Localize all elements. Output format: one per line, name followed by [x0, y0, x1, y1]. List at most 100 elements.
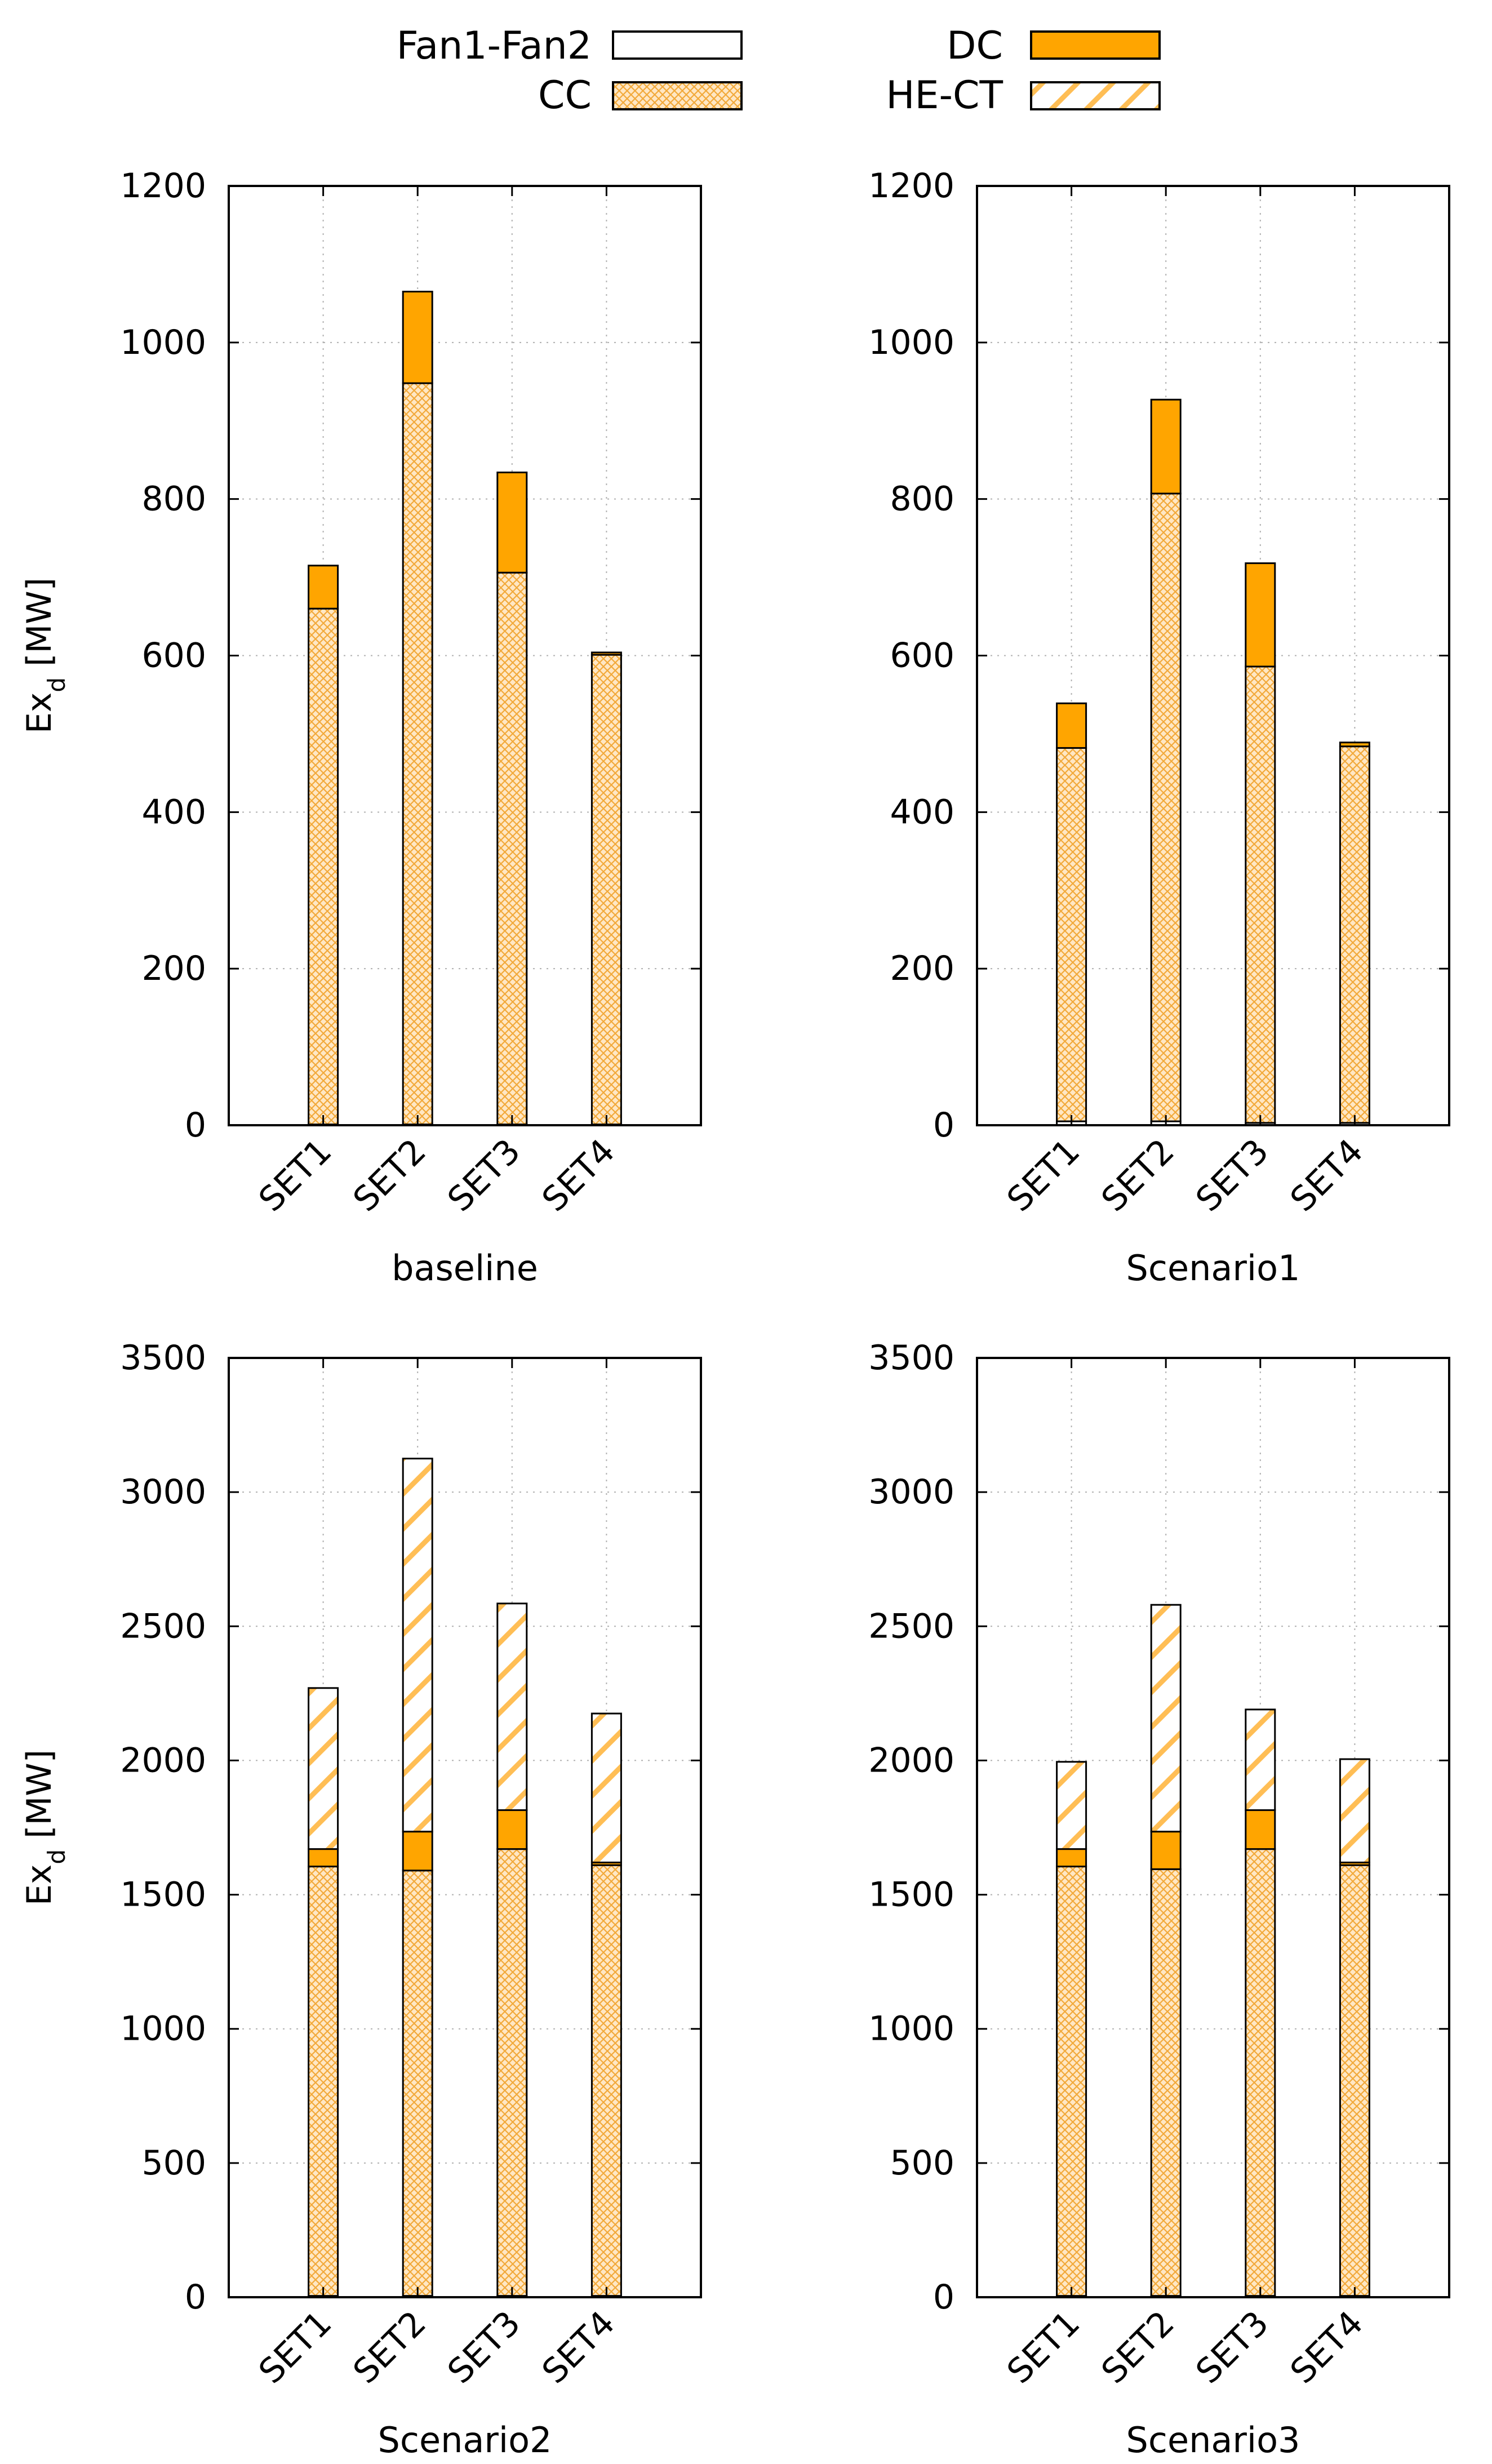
bar-hect-SET3: [496, 1602, 528, 1812]
legend-label-dc: DC: [947, 24, 1003, 68]
bar-dc-SET1: [1056, 702, 1087, 749]
plot-frame: [228, 185, 702, 1126]
bar-dc-SET1: [1056, 1848, 1087, 1868]
bar-cc-SET2: [402, 1870, 433, 2297]
bar-dc-SET4: [590, 651, 622, 656]
bar-hect-SET1: [308, 1687, 339, 1850]
y-tick-label: 1500: [120, 1875, 206, 1915]
y-tick-label: 1200: [120, 166, 206, 206]
x-tick-label-SET4: SET4: [1283, 2303, 1371, 2391]
bar-dc-SET1: [308, 1848, 339, 1868]
legend-label-hect: HE-CT: [886, 73, 1003, 118]
bar-hect-SET4: [1339, 1758, 1370, 1863]
bar-cc-SET4: [1339, 745, 1370, 1124]
bar-stack-SET3: [496, 471, 528, 1126]
bar-stack-SET4: [1339, 1758, 1370, 2298]
bar-stack-SET1: [1056, 702, 1087, 1126]
bar-cc-SET1: [1056, 747, 1087, 1122]
x-tick-label-SET1: SET1: [1000, 2303, 1087, 2391]
y-tick-label: 2500: [868, 1606, 954, 1646]
bar-cc-SET3: [496, 1848, 528, 2297]
bar-stack-SET3: [1245, 562, 1276, 1126]
y-tick-label: 500: [141, 2143, 206, 2183]
y-tick-label: 3500: [120, 1338, 206, 1378]
bar-dc-SET3: [1245, 562, 1276, 668]
chart-panel-1: 0 200 400 600 800 1000 1200 SET1 SET2 SET3 SET4 bas…: [20, 166, 702, 1289]
y-tick-label: 600: [141, 636, 206, 676]
plot-frame: [228, 1357, 702, 2298]
legend-swatch-fan: [612, 30, 743, 60]
bar-cc-SET2: [402, 382, 433, 1126]
x-axis-title: Scenario3: [1126, 2419, 1300, 2461]
legend: Fan1-Fan2 DC CC HE-CT: [397, 24, 1161, 118]
y-tick-label: 200: [141, 949, 206, 988]
bar-cc-SET4: [590, 1864, 622, 2297]
y-axis-title-main: Ex: [20, 1864, 59, 1906]
bar-stack-SET3: [496, 1602, 528, 2298]
x-tick-label-SET3: SET3: [1188, 2303, 1276, 2391]
y-axis-title-sub: d: [43, 677, 70, 692]
legend-swatch-dc: [1030, 30, 1161, 60]
bar-stack-SET4: [590, 1712, 622, 2298]
bar-stack-SET2: [1150, 398, 1182, 1126]
bar-dc-SET2: [1150, 398, 1182, 495]
y-tick-label: 800: [890, 480, 954, 519]
x-tick-label-SET1: SET1: [251, 1131, 339, 1219]
bar-dc-SET3: [1245, 1809, 1276, 1850]
bar-cc-SET1: [1056, 1866, 1087, 2297]
y-tick-label: 0: [185, 2277, 206, 2317]
bar-stack-SET4: [590, 651, 622, 1126]
bar-stack-SET1: [308, 1687, 339, 2298]
bar-hect-SET1: [1056, 1761, 1087, 1850]
chart-panel-4: 0 500 1000 1500 2000 2500 3000 3500 SET1 SET2 SET3…: [868, 1338, 1450, 2461]
plot-frame: [976, 1357, 1450, 2298]
y-tick-label: 1000: [120, 323, 206, 362]
bar-cc-SET2: [1150, 492, 1182, 1122]
y-tick-label: 3500: [868, 1338, 954, 1378]
legend-label-fan: Fan1-Fan2: [397, 24, 592, 68]
x-axis-title: Scenario1: [1126, 1247, 1300, 1289]
bar-cc-SET4: [590, 654, 622, 1126]
plot-frame: [976, 185, 1450, 1126]
bar-stack-SET1: [1056, 1761, 1087, 2298]
y-axis-title-main: Ex: [20, 692, 59, 734]
bar-hect-SET3: [1245, 1708, 1276, 1812]
y-tick-label: 400: [890, 792, 954, 832]
bar-dc-SET2: [402, 291, 433, 384]
x-tick-label-SET2: SET2: [346, 1131, 434, 1219]
x-tick-label-SET1: SET1: [251, 2303, 339, 2391]
x-tick-label-SET4: SET4: [535, 1131, 623, 1219]
bar-stack-SET2: [402, 1458, 433, 2298]
x-tick-label-SET4: SET4: [1283, 1131, 1371, 1219]
y-tick-label: 1200: [868, 166, 954, 206]
bar-hect-SET2: [1150, 1604, 1182, 1833]
bar-dc-SET1: [308, 565, 339, 610]
bar-cc-SET2: [1150, 1868, 1182, 2297]
y-tick-label: 200: [890, 949, 954, 988]
y-tick-label: 2000: [868, 1741, 954, 1780]
x-tick-label-SET2: SET2: [346, 2303, 434, 2391]
bar-hect-SET2: [402, 1458, 433, 1833]
y-tick-label: 600: [890, 636, 954, 676]
bar-stack-SET2: [402, 291, 433, 1126]
y-tick-label: 1500: [868, 1875, 954, 1915]
x-axis-title: baseline: [392, 1247, 538, 1289]
x-axis-title: Scenario2: [378, 2419, 552, 2461]
y-tick-label: 2500: [120, 1606, 206, 1646]
bar-stack-SET1: [308, 565, 339, 1126]
y-tick-label: 3000: [120, 1472, 206, 1512]
bar-stack-SET2: [1150, 1604, 1182, 2298]
bar-cc-SET3: [1245, 1848, 1276, 2297]
y-axis-title: Exd [MW]: [20, 1750, 70, 1906]
y-tick-label: 2000: [120, 1741, 206, 1780]
bar-cc-SET3: [1245, 665, 1276, 1124]
y-axis-title: Exd [MW]: [20, 578, 70, 734]
bar-cc-SET1: [308, 1866, 339, 2297]
x-tick-label-SET3: SET3: [440, 2303, 528, 2391]
x-tick-label-SET3: SET3: [440, 1131, 528, 1219]
legend-swatch-hect: [1030, 81, 1161, 110]
bar-stack-SET4: [1339, 742, 1370, 1126]
y-tick-label: 0: [185, 1106, 206, 1145]
x-tick-label-SET2: SET2: [1094, 2303, 1182, 2391]
